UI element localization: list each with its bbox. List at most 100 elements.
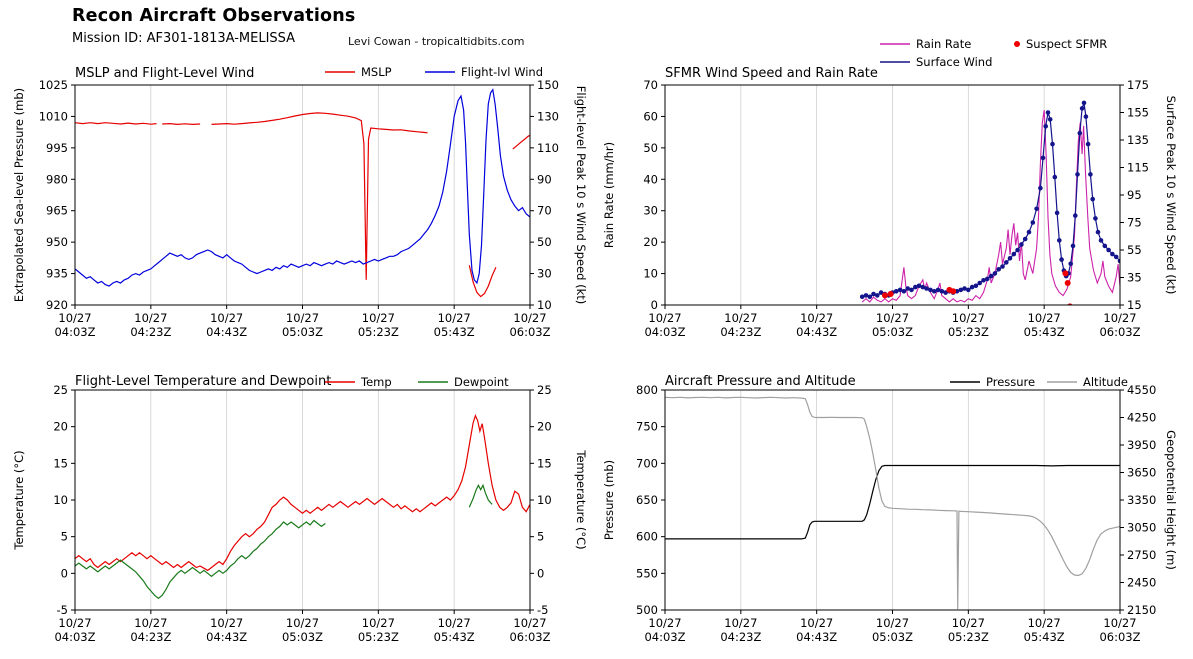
y-right-tick-label: 135 [1127, 133, 1149, 147]
x-tick-label: 06:03Z [509, 325, 550, 339]
y-left-tick-label: 700 [636, 456, 658, 470]
y-right-tick-label: 150 [537, 78, 559, 92]
y-left-tick-label: 650 [636, 493, 658, 507]
y-left-tick-label: 10 [53, 493, 68, 507]
chart-title: Aircraft Pressure and Altitude [665, 374, 856, 389]
y-left-tick-label: 70 [643, 78, 658, 92]
y-right-tick-label: 175 [1127, 78, 1149, 92]
x-tick-label: 10/27 [876, 311, 909, 325]
axes: 10/2704:03Z10/2704:23Z10/2704:43Z10/2705… [12, 78, 588, 339]
x-tick-label: 10/27 [724, 616, 757, 630]
left-axis-title: Rain Rate (mm/hr) [602, 142, 616, 248]
x-tick-label: 04:03Z [644, 325, 685, 339]
series-layer [665, 396, 1120, 610]
y-left-tick-label: 25 [53, 383, 68, 397]
legend-label: MSLP [361, 65, 392, 79]
series-surface-wind [859, 100, 1120, 300]
x-tick-label: 04:23Z [720, 325, 761, 339]
credit-text: Levi Cowan - tropicaltidbits.com [348, 35, 525, 48]
series-dewpoint [75, 483, 493, 600]
y-right-tick-label: 10 [537, 493, 552, 507]
chart-title: MSLP and Flight-Level Wind [75, 66, 254, 81]
x-tick-label: 10/27 [1103, 616, 1136, 630]
x-tick-label: 04:23Z [130, 630, 171, 644]
series-suspect-sfmr [881, 270, 1073, 305]
y-right-tick-label: 5 [537, 530, 544, 544]
x-tick-label: 05:03Z [282, 630, 323, 644]
chart-title: Flight-Level Temperature and Dewpoint [75, 374, 331, 389]
y-left-tick-label: 980 [46, 172, 68, 186]
y-right-tick-label: 75 [1127, 216, 1142, 230]
series-layer [75, 414, 530, 600]
chart-pressure-altitude: 10/27 04:03Z 10/27 04:23Z 10/27 04:43Z 10/27 05… [597, 330, 1193, 659]
x-tick-label: 05:03Z [872, 630, 913, 644]
x-tick-label: 10/27 [210, 616, 243, 630]
y-left-tick-label: 30 [643, 204, 658, 218]
x-tick-label: 06:03Z [1099, 325, 1140, 339]
y-right-tick-label: 90 [537, 172, 552, 186]
left-axis-title: Extrapolated Sea-level Pressure (mb) [12, 88, 26, 302]
x-tick-label: 10/27 [58, 311, 91, 325]
y-left-tick-label: 1010 [39, 109, 68, 123]
y-left-tick-label: 40 [643, 172, 658, 186]
y-right-tick-label: 2750 [1127, 548, 1156, 562]
chart-mslp-flight-wind: 10/27 04:03Z 10/27 04:23Z 10/27 04:43Z 10/27 05… [0, 0, 596, 345]
series-altitude [665, 396, 1120, 610]
y-right-tick-label: 110 [537, 141, 559, 155]
chart-temp-dewpoint: 10/27 04:03Z 10/27 04:23Z 10/27 04:43Z 10/27 05… [0, 330, 596, 659]
x-tick-label: 10/27 [286, 616, 319, 630]
y-right-tick-label: 115 [1127, 161, 1149, 175]
legend-label: Surface Wind [916, 55, 992, 69]
right-axis-title: Geopotential Height (m) [1164, 430, 1178, 570]
x-tick-label: 04:43Z [206, 630, 247, 644]
y-right-tick-label: 15 [1127, 298, 1142, 312]
x-tick-label: 10/27 [1103, 311, 1136, 325]
x-tick-label: 10/27 [1028, 616, 1061, 630]
y-right-tick-label: 55 [1127, 243, 1142, 257]
left-axis-title: Pressure (mb) [602, 460, 616, 540]
y-right-tick-label: 3050 [1127, 521, 1156, 535]
x-tick-label: 10/27 [724, 311, 757, 325]
y-left-tick-label: 935 [46, 267, 68, 281]
y-right-tick-label: 30 [537, 267, 552, 281]
y-right-tick-label: 2450 [1127, 576, 1156, 590]
mission-id: Mission ID: AF301-1813A-MELISSA [72, 31, 296, 46]
x-tick-label: 10/27 [800, 616, 833, 630]
x-tick-label: 10/27 [134, 311, 167, 325]
x-tick-label: 05:03Z [872, 325, 913, 339]
legend-label: Pressure [986, 375, 1035, 389]
y-right-tick-label: 4250 [1127, 411, 1156, 425]
grid-lines [664, 390, 1121, 610]
x-tick-label: 10/27 [952, 616, 985, 630]
legend-label: Altitude [1083, 375, 1128, 389]
right-axis-title: Flight-level Peak 10 s Wind Speed (kt) [574, 86, 588, 305]
x-tick-label: 10/27 [286, 311, 319, 325]
series-temp [75, 414, 530, 572]
mslp-flight-wind-figure: 10/2704:03Z10/2704:23Z10/2704:43Z10/2705… [12, 65, 588, 339]
x-tick-label: 10/27 [952, 311, 985, 325]
y-left-tick-label: 920 [46, 298, 68, 312]
y-right-tick-label: 130 [537, 109, 559, 123]
chart-title: SFMR Wind Speed and Rain Rate [665, 66, 878, 81]
y-right-tick-label: 0 [537, 566, 544, 580]
x-tick-label: 10/27 [134, 616, 167, 630]
x-tick-label: 05:43Z [434, 630, 475, 644]
x-tick-label: 04:23Z [720, 630, 761, 644]
x-tick-label: 04:43Z [796, 325, 837, 339]
x-tick-label: 10/27 [513, 616, 546, 630]
legend-label: Rain Rate [916, 37, 971, 51]
x-tick-label: 10/27 [800, 311, 833, 325]
y-left-tick-label: 600 [636, 530, 658, 544]
y-left-tick-label: 20 [53, 420, 68, 434]
y-right-tick-label: 3950 [1127, 438, 1156, 452]
chart-sfmr-wind-rain: 10/27 04:03Z 10/27 04:23Z 10/27 04:43Z 10/27 05… [597, 0, 1193, 345]
x-tick-label: 10/27 [362, 311, 395, 325]
pressure-altitude-figure: 10/2704:03Z10/2704:23Z10/2704:43Z10/2705… [602, 374, 1178, 644]
x-tick-label: 05:43Z [1024, 325, 1065, 339]
x-tick-label: 04:03Z [54, 630, 95, 644]
legend: Rain Rate Suspect SFMR Surface Wind [880, 37, 1107, 69]
x-tick-label: 05:43Z [434, 325, 475, 339]
axes: 10/2704:03Z10/2704:23Z10/2704:43Z10/2705… [602, 383, 1178, 644]
